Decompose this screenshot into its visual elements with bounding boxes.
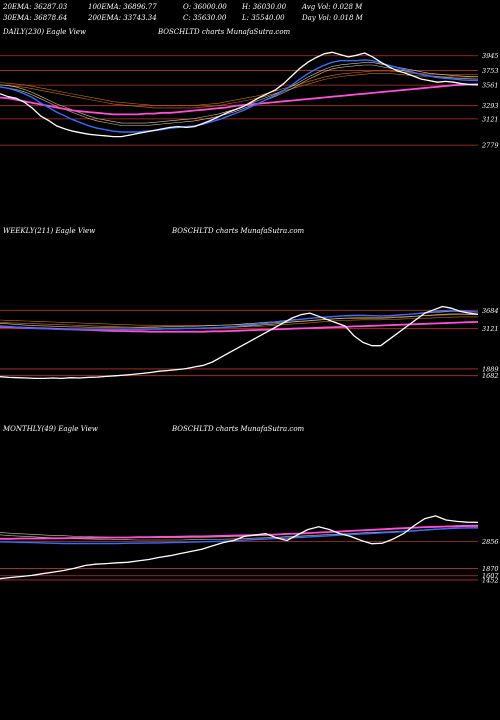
daily-watermark: BOSCHLTD charts MunafaSutra.com bbox=[157, 28, 291, 36]
daily-plot: 3945 3753 3561 3293 3121 2779 bbox=[0, 51, 499, 150]
stat-open: O: 36000.00 bbox=[183, 3, 227, 11]
ema200-series-line bbox=[0, 525, 478, 540]
stat-100ema: 100EMA: 36896.77 bbox=[88, 3, 157, 11]
level-tick-label: 1889 bbox=[482, 365, 499, 373]
level-tick-label: 3293 bbox=[482, 102, 499, 110]
monthly-panel: MONTHLY(49) Eagle View BOSCHLTD charts M… bbox=[0, 425, 499, 584]
price-series-line bbox=[0, 515, 479, 580]
level-tick-label: 3121 bbox=[482, 115, 499, 123]
ema100-series-line bbox=[0, 73, 478, 109]
ema200-series-line bbox=[0, 83, 479, 116]
level-tick-label: 2779 bbox=[481, 142, 499, 150]
level-tick-label: 1682 bbox=[482, 372, 499, 380]
monthly-watermark: BOSCHLTD charts MunafaSutra.com bbox=[171, 425, 305, 433]
stat-200ema: 200EMA: 33743.34 bbox=[87, 14, 157, 22]
stats-header: 20EMA: 36287.03 100EMA: 36896.77 O: 3600… bbox=[2, 3, 364, 22]
level-tick-label: 1607 bbox=[482, 572, 499, 580]
daily-panel: DAILY(230) Eagle View BOSCHLTD charts Mu… bbox=[0, 28, 499, 150]
level-tick-label: 3945 bbox=[482, 52, 499, 60]
stat-close: C: 35630.00 bbox=[183, 14, 227, 22]
monthly-panel-label: MONTHLY(49) Eagle View bbox=[2, 425, 98, 433]
stat-20ema: 20EMA: 36287.03 bbox=[2, 3, 68, 11]
level-tick-label: 3684 bbox=[482, 307, 499, 315]
level-tick-label: 3561 bbox=[482, 82, 499, 90]
stat-low: L: 35540.00 bbox=[241, 14, 285, 22]
ema30-series-line bbox=[0, 64, 479, 126]
ema20-series-line bbox=[0, 59, 479, 133]
ema20-series-line bbox=[0, 527, 478, 545]
level-tick-label: 3753 bbox=[482, 67, 499, 75]
level-tick-label: 1452 bbox=[482, 576, 499, 584]
stat-high: H: 36030.00 bbox=[241, 3, 287, 11]
stat-avg-vol: Avg Vol: 0.028 M bbox=[301, 3, 363, 11]
level-tick-label: 1870 bbox=[482, 565, 499, 573]
stat-day-vol: Day Vol: 0.018 M bbox=[301, 14, 364, 22]
level-tick-label: 2856 bbox=[481, 538, 499, 546]
ema30-series-line bbox=[0, 62, 479, 124]
stat-30ema: 30EMA: 36878.64 bbox=[3, 14, 67, 22]
price-series-line bbox=[0, 305, 479, 380]
daily-panel-label: DAILY(230) Eagle View bbox=[2, 28, 86, 36]
weekly-panel: WEEKLY(211) Eagle View BOSCHLTD charts M… bbox=[0, 227, 499, 380]
ema100-series-line bbox=[0, 70, 478, 106]
weekly-panel-label: WEEKLY(211) Eagle View bbox=[3, 227, 95, 235]
weekly-watermark: BOSCHLTD charts MunafaSutra.com bbox=[171, 227, 305, 235]
level-tick-label: 3121 bbox=[482, 325, 499, 333]
price-series-line bbox=[0, 51, 479, 138]
ema20-series-line bbox=[0, 309, 479, 331]
